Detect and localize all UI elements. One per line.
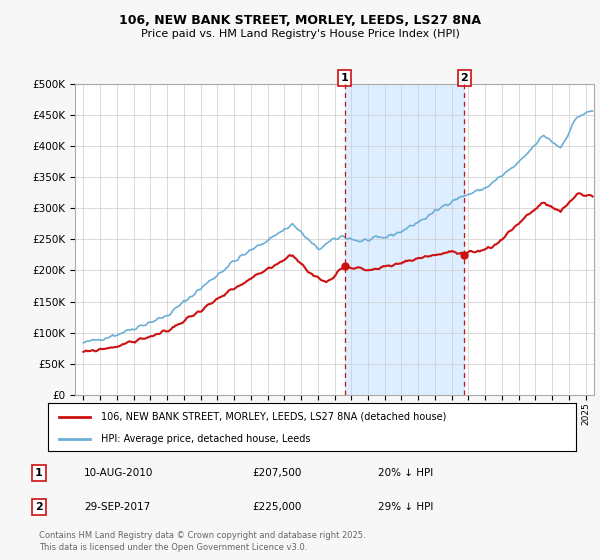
Text: 29% ↓ HPI: 29% ↓ HPI	[378, 502, 433, 512]
Point	[460, 250, 469, 259]
Text: 1: 1	[341, 73, 349, 83]
Text: 2: 2	[35, 502, 43, 512]
Bar	[344, 84, 464, 395]
Text: 29-SEP-2017: 29-SEP-2017	[84, 502, 150, 512]
Text: 2: 2	[460, 73, 468, 83]
Text: 106, NEW BANK STREET, MORLEY, LEEDS, LS27 8NA (detached house): 106, NEW BANK STREET, MORLEY, LEEDS, LS2…	[101, 412, 446, 422]
Text: 106, NEW BANK STREET, MORLEY, LEEDS, LS27 8NA: 106, NEW BANK STREET, MORLEY, LEEDS, LS2…	[119, 14, 481, 27]
Text: £207,500: £207,500	[252, 468, 301, 478]
Text: Contains HM Land Registry data © Crown copyright and database right 2025.
This d: Contains HM Land Registry data © Crown c…	[39, 531, 365, 552]
Text: 10-AUG-2010: 10-AUG-2010	[84, 468, 154, 478]
Point	[340, 262, 349, 270]
Text: Price paid vs. HM Land Registry's House Price Index (HPI): Price paid vs. HM Land Registry's House …	[140, 29, 460, 39]
Text: 1: 1	[35, 468, 43, 478]
Text: £225,000: £225,000	[252, 502, 301, 512]
Text: 20% ↓ HPI: 20% ↓ HPI	[378, 468, 433, 478]
Text: HPI: Average price, detached house, Leeds: HPI: Average price, detached house, Leed…	[101, 434, 310, 444]
